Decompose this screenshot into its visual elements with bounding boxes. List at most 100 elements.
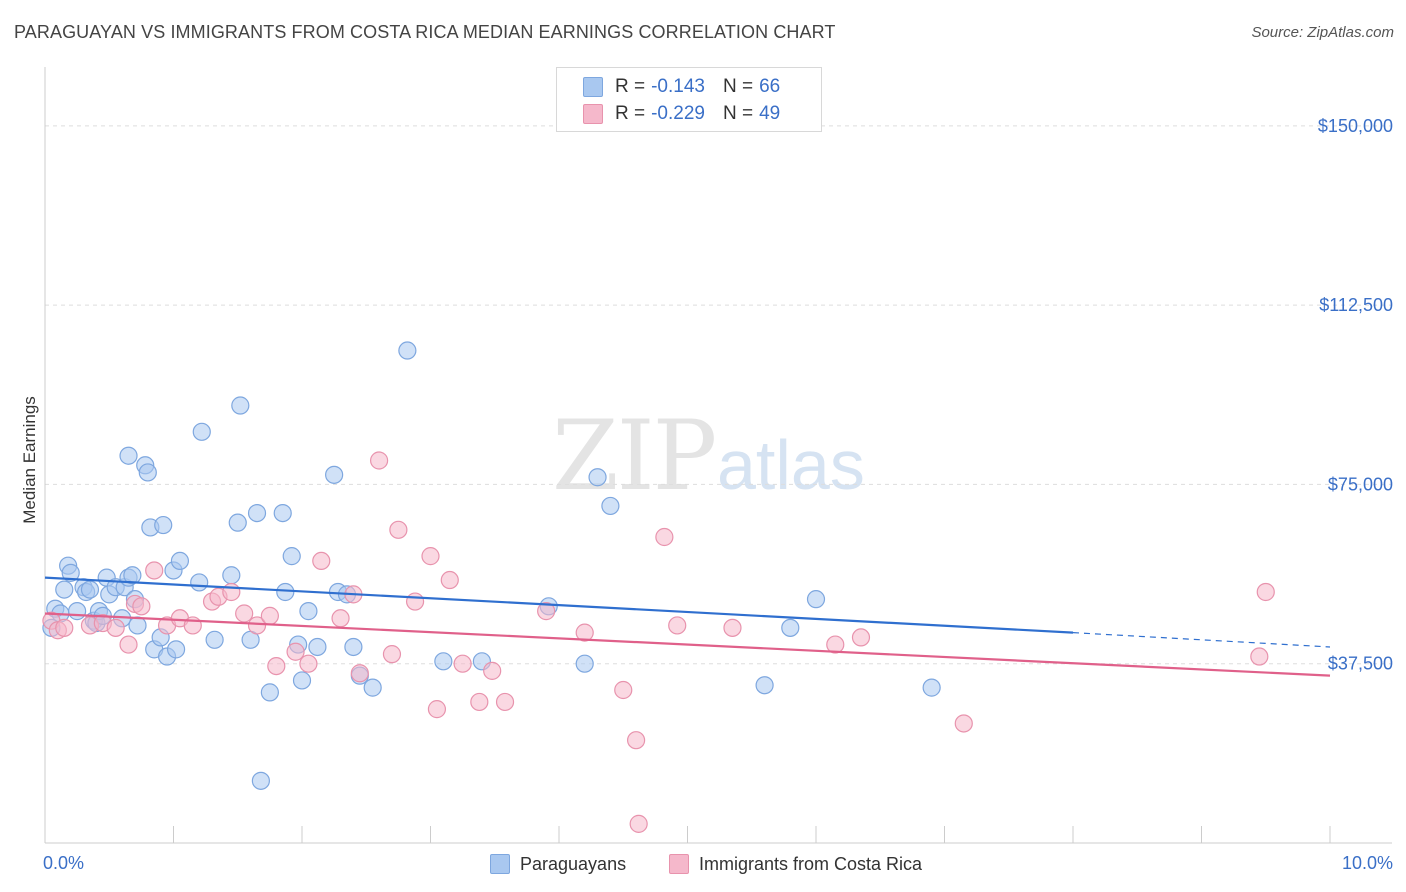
point-paraguayans [308, 637, 327, 657]
point-paraguayans [128, 616, 147, 635]
point-costa-rica [145, 561, 164, 580]
point-costa-rica [286, 642, 305, 661]
legend-n-value: 49 [759, 103, 781, 124]
point-costa-rica [370, 451, 389, 470]
point-costa-rica [331, 609, 350, 628]
point-costa-rica [106, 618, 125, 637]
point-paraguayans [190, 573, 209, 592]
point-costa-rica [453, 654, 472, 673]
point-costa-rica [723, 618, 742, 637]
point-paraguayans [363, 678, 382, 697]
point-paraguayans [282, 547, 301, 566]
legend-r-value: -0.229 [651, 103, 705, 124]
point-paraguayans [755, 676, 774, 695]
legend-n-value: 66 [759, 76, 781, 97]
point-paraguayans [601, 496, 620, 516]
point-costa-rica [1250, 647, 1269, 666]
point-costa-rica [55, 618, 74, 637]
point-paraguayans [276, 582, 295, 602]
point-costa-rica [626, 731, 646, 750]
point-costa-rica [235, 604, 254, 623]
x-tick-label-max: 10.0% [1342, 853, 1393, 873]
point-paraguayans [80, 580, 100, 599]
point-paraguayans [251, 771, 270, 790]
bottom-legend-swatch-pink [669, 854, 689, 874]
point-paraguayans [138, 463, 157, 482]
trendline-paraguayans [44, 576, 1074, 634]
legend-swatch-pink [583, 104, 603, 124]
point-costa-rica [427, 700, 447, 719]
point-paraguayans [434, 652, 453, 671]
point-paraguayans [192, 422, 211, 441]
point-paraguayans [588, 468, 607, 487]
legend-r-label: R = [615, 76, 646, 97]
point-costa-rica [312, 551, 331, 571]
legend-row-paraguayans: R = -0.143 N = 66 [583, 75, 780, 99]
watermark-zip: ZIP [552, 400, 717, 512]
point-costa-rica [222, 582, 241, 602]
chart-title: PARAGUAYAN VS IMMIGRANTS FROM COSTA RICA… [14, 22, 836, 42]
correlation-legend: R = -0.143 N = 66 R = -0.229 N = 49 [556, 67, 822, 132]
point-costa-rica [470, 692, 489, 712]
point-costa-rica [495, 692, 515, 712]
point-costa-rica [267, 656, 286, 676]
y-tick-label: $75,000 [1328, 474, 1393, 494]
source-label: Source: ZipAtlas.com [1251, 24, 1394, 41]
point-paraguayans [119, 446, 138, 465]
point-costa-rica [575, 623, 594, 642]
bottom-legend-label-paraguayans: Paraguayans [520, 853, 627, 874]
point-costa-rica [826, 635, 845, 654]
point-costa-rica [440, 570, 459, 590]
point-costa-rica [655, 527, 674, 547]
trendline-costa-rica [44, 612, 1331, 677]
point-costa-rica [668, 616, 687, 635]
point-paraguayans [166, 640, 186, 659]
legend-r-value: -0.143 [651, 76, 705, 97]
point-paraguayans [292, 671, 312, 690]
point-costa-rica [350, 664, 369, 683]
point-costa-rica [405, 592, 425, 611]
bottom-legend-swatch-blue [490, 854, 510, 874]
point-costa-rica [421, 547, 440, 566]
point-costa-rica [389, 520, 408, 539]
point-paraguayans [170, 551, 190, 571]
y-tick-label: $37,500 [1328, 654, 1393, 674]
trendline-paraguayans-extension [1072, 632, 1331, 648]
point-paraguayans [61, 563, 80, 582]
point-costa-rica [260, 606, 279, 625]
y-tick-label: $150,000 [1318, 116, 1393, 136]
bottom-legend-paraguayans: Paraguayans [490, 852, 626, 876]
point-paraguayans [922, 678, 941, 697]
point-costa-rica [247, 616, 267, 635]
point-paraguayans [205, 630, 224, 649]
point-paraguayans [325, 465, 344, 484]
point-paraguayans [299, 602, 318, 621]
point-paraguayans [123, 566, 142, 585]
point-costa-rica [629, 814, 648, 833]
point-paraguayans [273, 503, 292, 523]
legend-n-label: N = [722, 76, 754, 97]
point-costa-rica [614, 680, 633, 700]
point-paraguayans [344, 637, 363, 657]
point-costa-rica [1256, 582, 1275, 602]
point-paraguayans [398, 341, 417, 360]
point-paraguayans [55, 580, 74, 599]
point-paraguayans [154, 515, 173, 535]
point-paraguayans [260, 683, 279, 702]
point-costa-rica [119, 635, 138, 654]
legend-n-label: N = [722, 103, 754, 124]
bottom-legend-label-costa-rica: Immigrants from Costa Rica [699, 853, 923, 874]
point-paraguayans [781, 618, 800, 637]
point-paraguayans [247, 503, 267, 523]
point-paraguayans [228, 513, 247, 532]
x-tick-label-min: 0.0% [43, 853, 84, 873]
point-paraguayans [222, 566, 241, 585]
bottom-legend-costa-rica: Immigrants from Costa Rica [669, 852, 922, 876]
legend-r-label: R = [615, 103, 646, 124]
point-paraguayans [806, 590, 826, 609]
point-paraguayans [575, 654, 594, 673]
point-paraguayans [68, 602, 87, 621]
point-costa-rica [483, 661, 502, 680]
legend-swatch-blue [583, 77, 603, 97]
